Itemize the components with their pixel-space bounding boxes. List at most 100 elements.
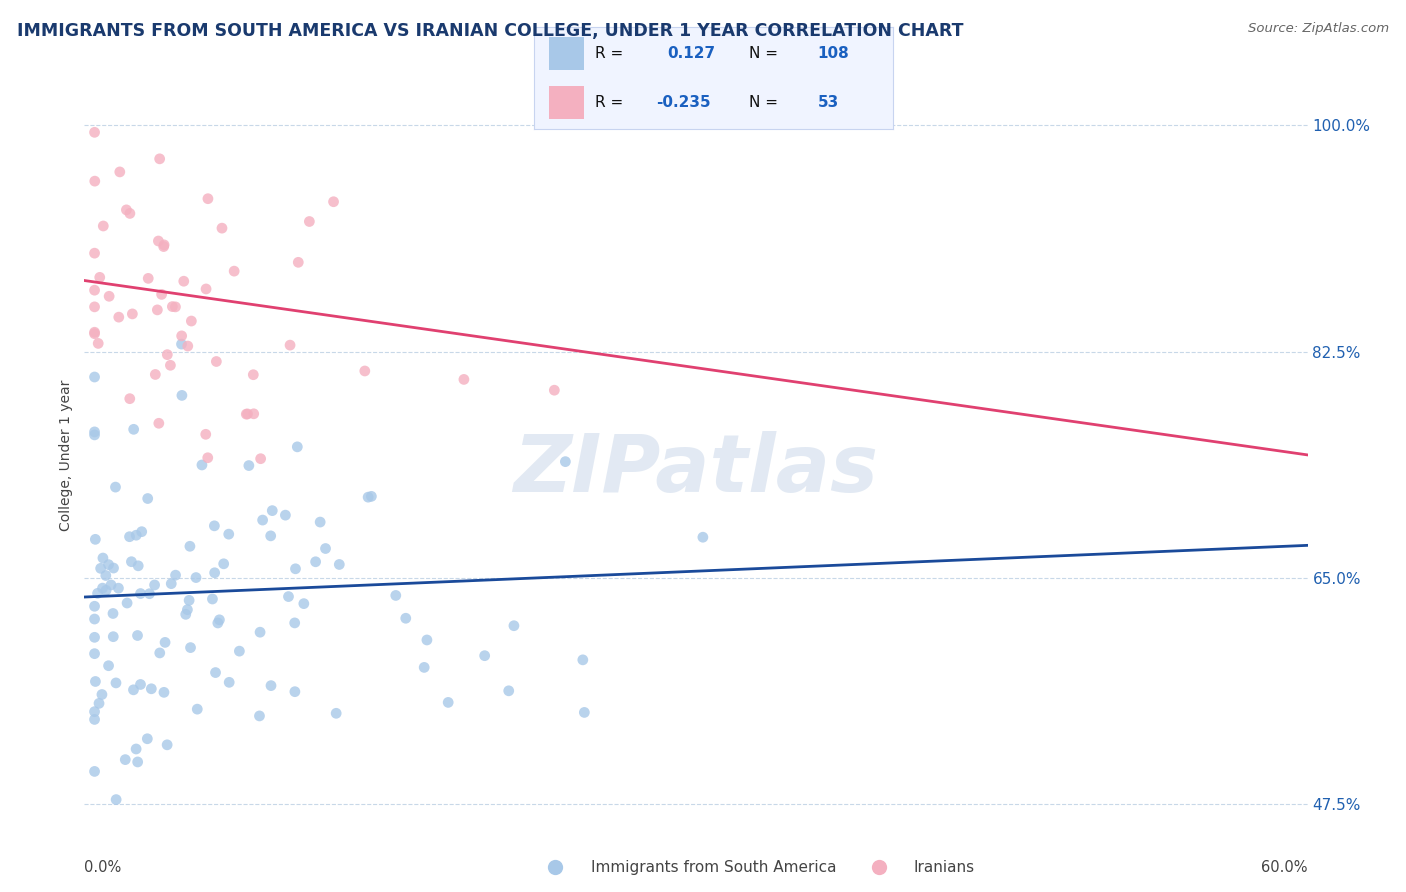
Point	[97, 658, 120, 673]
Point	[105, 792, 128, 806]
Point	[91, 551, 114, 566]
Text: N =: N =	[749, 95, 783, 111]
Text: R =: R =	[595, 45, 628, 61]
Point	[143, 578, 166, 592]
Point	[453, 372, 475, 386]
Point	[125, 742, 148, 756]
Point	[292, 597, 315, 611]
Point	[138, 587, 160, 601]
Point	[152, 239, 174, 253]
Point	[284, 562, 307, 576]
Point	[148, 234, 170, 248]
Point	[120, 555, 142, 569]
Point	[180, 314, 202, 328]
Point	[149, 152, 172, 166]
Point	[103, 630, 125, 644]
Point	[252, 513, 274, 527]
Point	[107, 310, 129, 325]
Point	[87, 697, 110, 711]
Point	[90, 561, 112, 575]
Point	[328, 558, 350, 572]
Point	[83, 125, 105, 139]
Point	[83, 647, 105, 661]
Point	[543, 383, 565, 397]
Point	[191, 458, 214, 472]
Point	[274, 508, 297, 523]
Text: -0.235: -0.235	[657, 95, 711, 111]
Point	[205, 354, 228, 368]
Point	[353, 364, 375, 378]
Point	[572, 653, 595, 667]
Point	[180, 640, 202, 655]
Point	[136, 491, 159, 506]
Point	[84, 533, 107, 547]
Point	[574, 706, 596, 720]
Point	[218, 675, 240, 690]
Point	[260, 529, 283, 543]
Point	[100, 578, 122, 592]
Point	[278, 338, 301, 352]
Point	[101, 607, 124, 621]
FancyBboxPatch shape	[548, 87, 585, 119]
Point	[249, 451, 271, 466]
Point	[498, 683, 520, 698]
Point	[260, 679, 283, 693]
Point	[83, 325, 105, 339]
Point	[236, 407, 259, 421]
Point	[125, 528, 148, 542]
Point	[89, 270, 111, 285]
Point	[129, 677, 152, 691]
Point	[83, 300, 105, 314]
Point	[249, 709, 271, 723]
Point	[162, 300, 184, 314]
Point	[83, 174, 105, 188]
Point	[207, 615, 229, 630]
Point	[129, 586, 152, 600]
Point	[97, 558, 120, 572]
Point	[186, 702, 208, 716]
Point	[153, 685, 176, 699]
Point	[83, 612, 105, 626]
Point	[284, 615, 307, 630]
Point	[83, 599, 105, 614]
Point	[277, 590, 299, 604]
Point	[218, 527, 240, 541]
Text: Immigrants from South America: Immigrants from South America	[591, 860, 837, 874]
Point	[204, 566, 226, 580]
FancyBboxPatch shape	[548, 37, 585, 70]
Point	[384, 589, 406, 603]
Point	[118, 530, 141, 544]
Point	[204, 665, 226, 680]
Point	[284, 684, 307, 698]
Point	[395, 611, 418, 625]
Point	[150, 287, 173, 301]
Point	[212, 557, 235, 571]
Text: 0.127: 0.127	[666, 45, 716, 61]
Text: N =: N =	[749, 45, 783, 61]
Point	[197, 450, 219, 465]
Point	[184, 570, 207, 584]
Text: ZIPatlas: ZIPatlas	[513, 431, 879, 509]
Point	[115, 596, 138, 610]
Point	[86, 586, 108, 600]
Point	[90, 688, 112, 702]
Point	[211, 221, 233, 235]
Point	[474, 648, 496, 663]
Point	[413, 660, 436, 674]
Point	[104, 480, 127, 494]
Point	[360, 489, 382, 503]
Point	[156, 738, 179, 752]
Point	[107, 581, 129, 595]
Point	[108, 165, 131, 179]
Point	[228, 644, 250, 658]
Point	[83, 246, 105, 260]
Point	[83, 713, 105, 727]
Point	[121, 307, 143, 321]
Point	[84, 674, 107, 689]
Point	[83, 370, 105, 384]
Point	[94, 583, 117, 598]
Point	[148, 417, 170, 431]
Point	[304, 555, 326, 569]
Point	[83, 428, 105, 442]
Point	[202, 518, 225, 533]
